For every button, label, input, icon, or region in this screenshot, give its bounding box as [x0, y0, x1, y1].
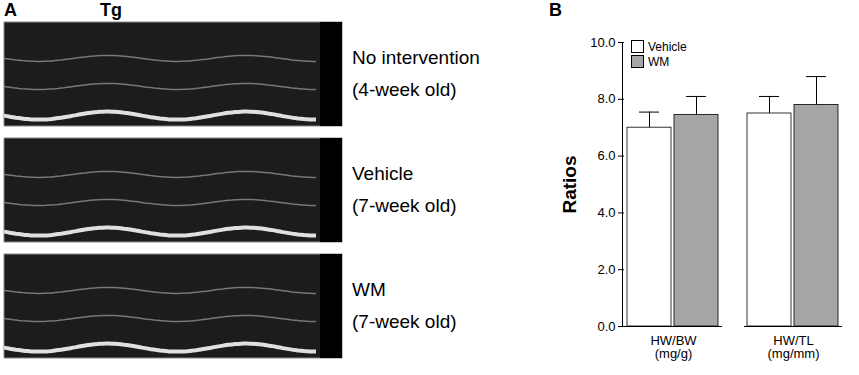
html-text:A: A [4, 0, 17, 20]
html-text:B: B [549, 0, 562, 20]
html-text:Tg: Tg [100, 0, 122, 20]
svg-text:4.0: 4.0 [597, 205, 615, 220]
svg-text:10.0: 10.0 [590, 35, 615, 50]
svg-text:WM: WM [352, 279, 386, 300]
html-text:WM: WM [648, 55, 670, 69]
svg-text:(7-week old): (7-week old) [352, 195, 457, 216]
svg-text:(7-week old): (7-week old) [352, 311, 457, 332]
svg-text:No intervention: No intervention [352, 47, 480, 68]
svg-text:8.0: 8.0 [597, 91, 615, 106]
svg-text:HW/TL(mg/mm): HW/TL(mg/mm) [768, 333, 820, 361]
svg-text:0.0: 0.0 [597, 319, 615, 334]
svg-text:HW/BW(mg/g): HW/BW(mg/g) [650, 333, 697, 361]
html-text:Vehicle: Vehicle [648, 40, 687, 54]
svg-text:6.0: 6.0 [597, 148, 615, 163]
svg-text:(4-week old): (4-week old) [352, 79, 457, 100]
svg-text:Ratios: Ratios [559, 155, 580, 213]
svg-text:Vehicle: Vehicle [352, 163, 413, 184]
svg-text:2.0: 2.0 [597, 262, 615, 277]
